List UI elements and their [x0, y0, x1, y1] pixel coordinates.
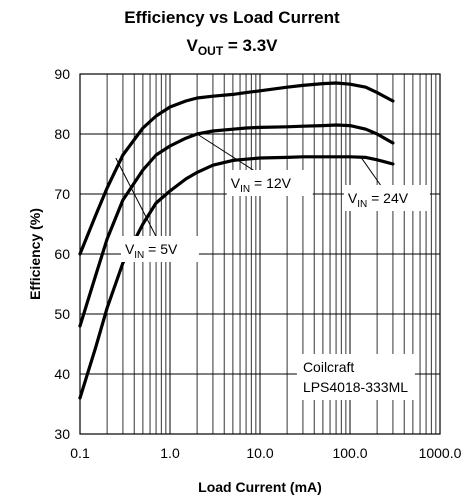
y-tick-label: 90: [54, 66, 70, 82]
chart-title: Efficiency vs Load Current: [124, 8, 340, 27]
part-number-note: LPS4018-333ML: [303, 379, 408, 395]
x-tick-label: 10.0: [246, 445, 273, 461]
x-tick-label: 1.0: [160, 445, 180, 461]
annotation-label-background: [343, 185, 430, 211]
x-tick-label: 100.0: [332, 445, 367, 461]
series-line-1: [78, 81, 395, 256]
y-tick-label: 40: [54, 366, 70, 382]
part-number-note: Coilcraft: [303, 359, 354, 375]
y-tick-label: 60: [54, 246, 70, 262]
y-tick-label: 70: [54, 186, 70, 202]
chart-subtitle: VOUT = 3.3V: [186, 36, 278, 58]
x-tick-label: 1000.0: [419, 445, 462, 461]
x-tick-label: 0.1: [70, 445, 90, 461]
annotation-label-background: [226, 170, 313, 196]
series-line-2: [78, 123, 395, 328]
annotation-label-background: [120, 236, 199, 262]
x-axis-label: Load Current (mA): [198, 479, 322, 495]
series-label-2: VIN = 12V: [231, 175, 292, 195]
series-label-1: VIN = 5V: [125, 241, 178, 261]
y-tick-label: 50: [54, 306, 70, 322]
series-label-3: VIN = 24V: [348, 190, 409, 210]
y-tick-label: 30: [54, 426, 70, 442]
y-axis-label: Efficiency (%): [27, 208, 43, 300]
y-tick-label: 80: [54, 126, 70, 142]
annotation-note-background: [296, 354, 415, 400]
annotation-pointer: [115, 157, 163, 249]
